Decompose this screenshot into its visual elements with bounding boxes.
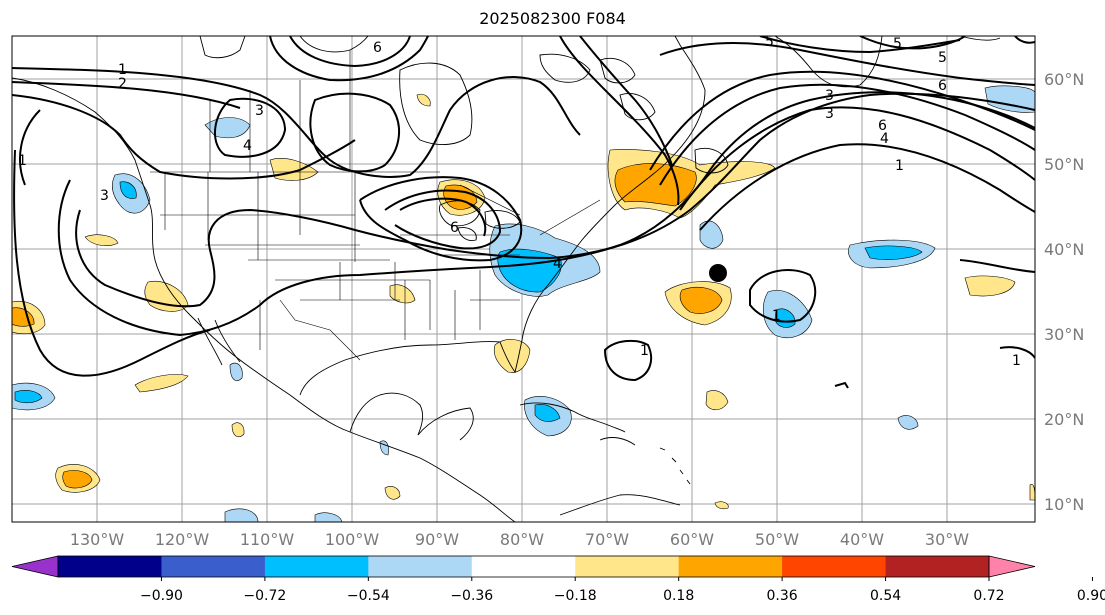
colorbar-segment xyxy=(368,556,473,577)
colorbar-tick-label: 0.72 xyxy=(973,588,1004,604)
longitude-labels: 130°W 120°W 110°W 100°W 90°W 80°W 70°W 6… xyxy=(70,530,969,549)
svg-text:6: 6 xyxy=(373,40,382,56)
lat-label: 20°N xyxy=(1044,410,1084,429)
colorbar-tick-label: −0.18 xyxy=(554,588,597,604)
svg-text:1: 1 xyxy=(1012,353,1021,369)
svg-text:2: 2 xyxy=(118,76,127,92)
lon-label: 90°W xyxy=(415,530,459,549)
svg-text:6: 6 xyxy=(878,118,887,134)
latitude-labels: 60°N 50°N 40°N 30°N 20°N 10°N xyxy=(1044,70,1084,514)
svg-text:5: 5 xyxy=(938,50,947,66)
colorbar-tick-label: −0.36 xyxy=(450,588,493,604)
svg-text:5: 5 xyxy=(893,36,902,52)
plot-frame xyxy=(11,35,1036,523)
lat-label: 50°N xyxy=(1044,155,1084,174)
svg-text:3: 3 xyxy=(825,88,834,104)
colorbar-tick-label: 0.54 xyxy=(870,588,901,604)
colorbar-segment xyxy=(782,556,887,577)
lat-label: 60°N xyxy=(1044,70,1084,89)
lat-label: 30°N xyxy=(1044,325,1084,344)
colorbar-segment xyxy=(264,556,369,577)
svg-text:6: 6 xyxy=(450,220,459,236)
contour-labels: 1 2 3 4 3 1 6 6 4 3 3 6 4 1 5 5 6 1 1 1 … xyxy=(18,34,1021,369)
coastlines xyxy=(12,36,1001,522)
svg-text:4: 4 xyxy=(553,256,562,272)
colorbar-tick-label: 0.18 xyxy=(663,588,694,604)
colorbar-segment xyxy=(161,556,266,577)
lon-label: 110°W xyxy=(240,530,295,549)
lon-label: 40°W xyxy=(840,530,884,549)
borders xyxy=(150,50,601,361)
colorbar xyxy=(11,555,1036,578)
colorbar-extend-low xyxy=(11,555,59,578)
lon-label: 60°W xyxy=(670,530,714,549)
colorbar-segment xyxy=(885,556,990,577)
svg-text:4: 4 xyxy=(243,138,252,154)
colorbar-tick-label: 0.36 xyxy=(767,588,798,604)
svg-text:1: 1 xyxy=(895,158,904,174)
map-title: 2025082300 F084 xyxy=(479,9,626,28)
lat-label: 10°N xyxy=(1044,495,1084,514)
colorbar-tick-label: 0.90 xyxy=(1077,588,1105,604)
location-marker xyxy=(709,264,727,282)
contours xyxy=(12,36,1035,389)
svg-text:1: 1 xyxy=(772,308,781,324)
colorbar-segment xyxy=(471,556,576,577)
svg-text:3: 3 xyxy=(255,103,264,119)
svg-text:4: 4 xyxy=(880,131,889,147)
lon-label: 100°W xyxy=(325,530,380,549)
anomaly-shading xyxy=(12,85,1035,522)
svg-text:1: 1 xyxy=(118,62,127,78)
svg-text:3: 3 xyxy=(825,106,834,122)
svg-text:3: 3 xyxy=(100,188,109,204)
colorbar-segment xyxy=(678,556,783,577)
svg-text:6: 6 xyxy=(938,78,947,94)
lon-label: 50°W xyxy=(755,530,799,549)
colorbar-tick-label: −0.72 xyxy=(243,588,286,604)
colorbar-tick-label: −0.90 xyxy=(140,588,183,604)
svg-text:1: 1 xyxy=(640,343,649,359)
lat-label: 40°N xyxy=(1044,240,1084,259)
colorbar-frame xyxy=(57,555,990,578)
colorbar-segment xyxy=(575,556,680,577)
lon-label: 30°W xyxy=(925,530,969,549)
colorbar-extend-high xyxy=(988,555,1036,578)
lon-label: 130°W xyxy=(70,530,125,549)
colorbar-ticks: −0.90 −0.72 −0.54 −0.36 −0.18 0.18 0.36 0.54 0.7… xyxy=(140,577,1105,604)
lon-label: 80°W xyxy=(500,530,544,549)
colorbar-tick-label: −0.54 xyxy=(347,588,390,604)
colorbar-segment xyxy=(58,556,162,577)
lon-label: 120°W xyxy=(155,530,210,549)
svg-text:1: 1 xyxy=(18,153,27,169)
lon-label: 70°W xyxy=(585,530,629,549)
svg-text:5: 5 xyxy=(765,34,774,50)
